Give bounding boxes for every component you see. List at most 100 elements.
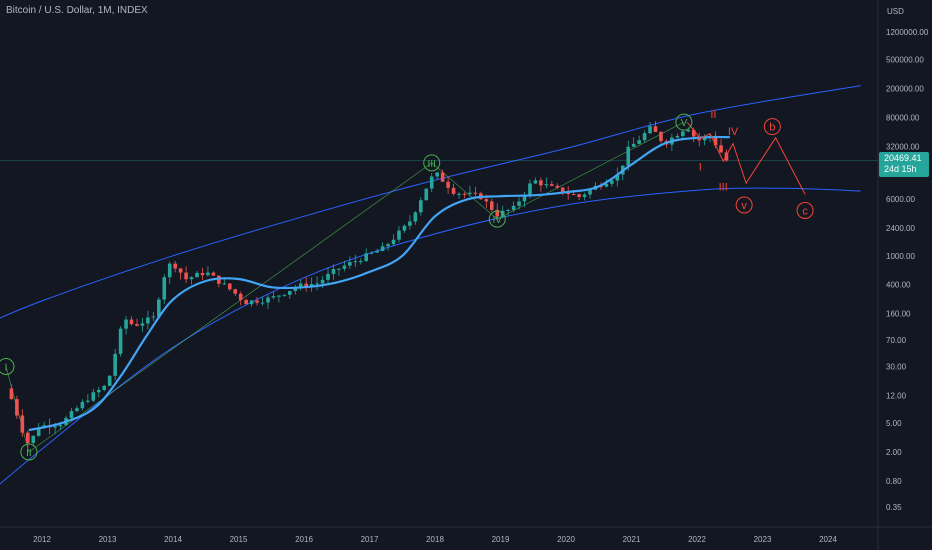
candle-body xyxy=(326,273,330,280)
wave-text: II xyxy=(26,448,32,459)
candles xyxy=(9,121,729,449)
x-tick-label: 2012 xyxy=(33,535,51,544)
y-tick-label: 30.00 xyxy=(886,362,907,371)
projection xyxy=(686,121,806,195)
candle-body xyxy=(615,174,620,181)
y-tick-label: 5.00 xyxy=(886,419,902,428)
wave-circle xyxy=(488,210,506,228)
candle-body xyxy=(413,212,418,222)
candle-body xyxy=(397,230,401,240)
candle-body xyxy=(648,126,652,134)
y-tick-label: 1200000.00 xyxy=(886,28,929,37)
candle-body xyxy=(560,187,565,193)
candle-body xyxy=(386,244,390,247)
candle-body xyxy=(550,184,554,186)
x-tick-label: 2024 xyxy=(819,535,837,544)
candle-body xyxy=(391,239,396,245)
x-tick-label: 2017 xyxy=(361,535,379,544)
wave-label-green: I xyxy=(0,357,15,375)
candle-body xyxy=(691,129,696,137)
candle-body xyxy=(424,188,429,201)
candle-body xyxy=(528,183,532,195)
candle-body xyxy=(506,209,510,211)
candle-body xyxy=(555,185,560,188)
candle-body xyxy=(462,193,467,195)
wave-connector xyxy=(28,162,432,453)
wave-label-green: IV xyxy=(488,210,506,228)
y-tick-label: 12.00 xyxy=(886,391,907,400)
wave-text: V xyxy=(681,118,688,129)
y-tick-label: 0.35 xyxy=(886,503,902,512)
y-tick-label: 400.00 xyxy=(886,281,911,290)
y-tick-label: 6000.00 xyxy=(886,195,915,204)
candle-body xyxy=(337,268,341,270)
last-price: 20469.41 xyxy=(884,153,922,163)
candle-body xyxy=(75,408,79,412)
last-price-badge: 20469.41 24d 15h xyxy=(879,152,929,177)
candle-body xyxy=(402,225,407,231)
candle-body xyxy=(249,300,254,305)
candle-body xyxy=(167,263,172,278)
candle-body xyxy=(102,385,107,390)
wave-label-red: v xyxy=(735,196,753,214)
candle-body xyxy=(195,272,199,278)
y-axis-title: USD xyxy=(887,7,904,16)
x-tick-label: 2020 xyxy=(557,535,575,544)
wave-label-green: III xyxy=(423,154,441,172)
x-tick-label: 2016 xyxy=(295,535,313,544)
candle-body xyxy=(217,275,221,284)
candle-body xyxy=(517,201,521,206)
candle-body xyxy=(588,189,592,195)
candle-body xyxy=(495,209,500,217)
y-tick-label: 500000.00 xyxy=(886,56,924,65)
y-axis[interactable]: USD 1200000.00 500000.00 200000.00 80000.00 3… xyxy=(886,7,929,512)
wave-circle xyxy=(0,357,15,375)
candle-body xyxy=(457,193,461,195)
candle-body xyxy=(157,299,161,317)
candle-body xyxy=(135,324,139,326)
moving-average xyxy=(28,135,730,432)
candle-body xyxy=(260,302,265,304)
candle-body xyxy=(686,129,691,132)
candle-body xyxy=(233,289,238,294)
candle-body xyxy=(702,136,707,141)
y-tick-label: 2.00 xyxy=(886,448,902,457)
wave-text: I xyxy=(5,362,8,373)
candle-body xyxy=(80,401,85,409)
candle-body xyxy=(380,246,385,252)
y-tick-label: 0.80 xyxy=(886,477,902,486)
candle-body xyxy=(353,261,358,263)
candle-body xyxy=(266,297,270,303)
candle-body xyxy=(124,319,128,329)
wave-label-red: II xyxy=(710,109,716,121)
wave-circle xyxy=(423,154,441,172)
candle-body xyxy=(189,277,194,280)
y-tick-label: 2400.00 xyxy=(886,224,915,233)
candle-body xyxy=(331,269,336,274)
candle-body xyxy=(277,295,281,297)
wave-label-red: c xyxy=(796,202,814,220)
wave-text: III xyxy=(428,159,436,170)
candle-body xyxy=(9,388,14,400)
candle-body xyxy=(626,146,631,166)
candle-body xyxy=(358,261,363,263)
x-tick-label: 2023 xyxy=(754,535,772,544)
candle-body xyxy=(419,200,423,213)
x-axis[interactable]: 2012 2013 2014 2015 2016 2017 2018 2019 2020 2021… xyxy=(33,535,837,544)
x-tick-label: 2015 xyxy=(230,535,248,544)
candle-body xyxy=(653,126,658,132)
wave-circle xyxy=(763,118,781,136)
candle-body xyxy=(53,426,57,428)
candle-body xyxy=(577,194,581,197)
candle-body xyxy=(582,194,587,197)
candle-body xyxy=(113,353,117,376)
candle-body xyxy=(293,287,298,291)
candle-body xyxy=(533,180,538,184)
candle-body xyxy=(451,187,456,194)
candle-body xyxy=(146,317,150,324)
channel-upper-line xyxy=(0,85,861,319)
